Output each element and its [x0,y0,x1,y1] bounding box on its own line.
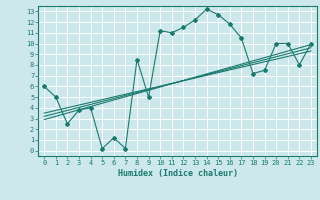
X-axis label: Humidex (Indice chaleur): Humidex (Indice chaleur) [118,169,238,178]
